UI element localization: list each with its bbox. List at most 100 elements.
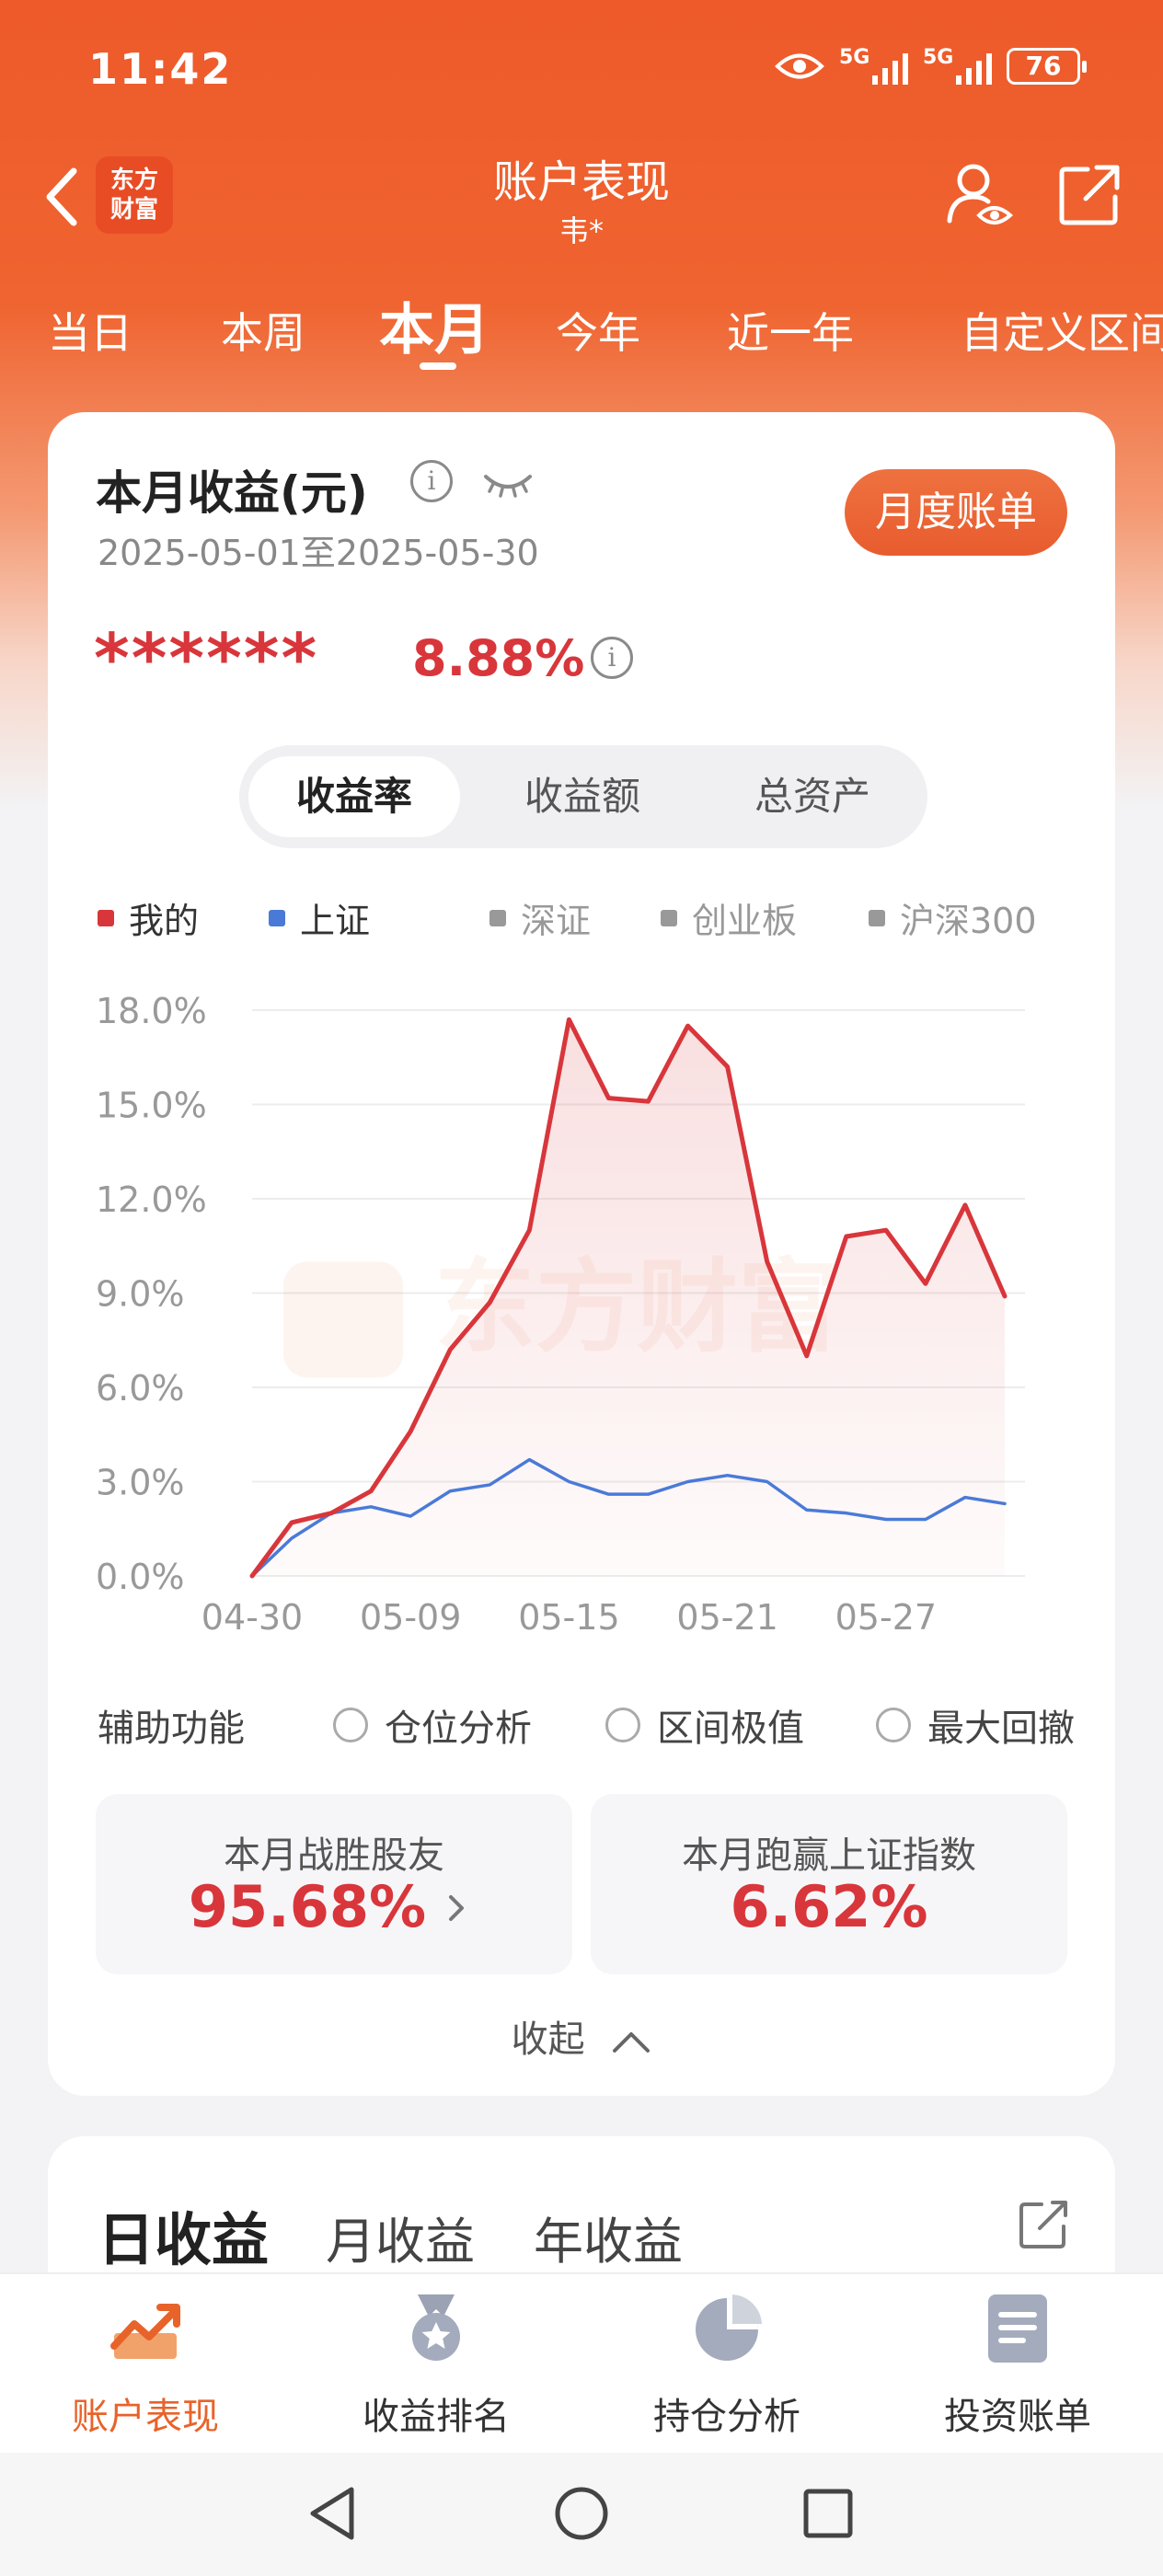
nav-investment-bill[interactable]: 投资账单 (872, 2274, 1163, 2455)
back-triangle-icon[interactable] (304, 2484, 363, 2543)
return-info-icon[interactable]: i (591, 637, 633, 679)
return-rate-chart[interactable]: 0.0%3.0%6.0%9.0%12.0%15.0%18.0%东方财富04-30… (48, 946, 1115, 1645)
pie-icon (696, 2294, 762, 2361)
chart-legend: 我的 上证 深证 创业板 沪深300 (98, 892, 1073, 944)
status-icons: 5G 5G 76 (775, 46, 1087, 85)
page-title: 账户表现 (492, 156, 670, 208)
nav-profit-ranking[interactable]: 收益排名 (291, 2274, 582, 2455)
hidden-profit-amount: ****** (94, 619, 319, 698)
chevron-right-icon (449, 1895, 464, 1921)
medal-icon (412, 2294, 460, 2361)
radio-max-drawdown[interactable]: 最大回撤 (876, 1698, 1075, 1752)
nav-holdings-analysis[interactable]: 持仓分析 (582, 2274, 872, 2455)
nav-label: 持仓分析 (653, 2396, 800, 2438)
legend-swatch (869, 909, 885, 926)
tab-yearly-income[interactable]: 年收益 (534, 2213, 683, 2271)
metric-segmented-control: 收益率 收益额 总资产 (239, 745, 927, 848)
legend-swatch (269, 909, 285, 926)
period-tabs: 当日 本周 本月 今年 近一年 自定义区间 (0, 276, 1163, 377)
home-circle-icon[interactable] (552, 2484, 611, 2543)
radio-circle (876, 1708, 911, 1742)
system-nav-bar (0, 2453, 1163, 2576)
eye-closed-icon[interactable] (480, 466, 535, 502)
legend-shanghai[interactable]: 上证 (269, 892, 370, 943)
legend-shenzhen[interactable]: 深证 (489, 892, 591, 943)
collapse-toggle[interactable]: 收起 (48, 2009, 1115, 2063)
radio-circle (605, 1708, 640, 1742)
user-view-icon[interactable] (942, 158, 1016, 232)
x-tick-label: 04-30 (202, 1597, 303, 1638)
aux-label: 辅助功能 (98, 1708, 245, 1750)
segment-total-assets[interactable]: 总资产 (754, 774, 870, 819)
radio-range-extremes[interactable]: 区间极值 (605, 1698, 804, 1752)
legend-swatch (661, 909, 677, 926)
info-icon[interactable]: i (410, 460, 453, 502)
legend-chinext[interactable]: 创业板 (661, 892, 797, 943)
series-line-shanghai (250, 1457, 1007, 1578)
legend-csi300[interactable]: 沪深300 (869, 892, 1037, 943)
x-tick-label: 05-27 (835, 1597, 937, 1638)
status-time: 11:42 (88, 44, 233, 94)
legend-swatch (489, 909, 506, 926)
beat-index-stat: 本月跑赢上证指数 6.62% (591, 1794, 1067, 1974)
card-title: 本月收益(元) (96, 466, 368, 520)
segment-profit-amount[interactable]: 收益额 (524, 774, 640, 819)
y-tick-label: 9.0% (96, 1274, 185, 1315)
y-tick-label: 0.0% (96, 1557, 185, 1597)
nav-header: 东方 财富 账户表现 韦* (0, 138, 1163, 258)
chart-up-icon (110, 2304, 180, 2359)
watermark-logo (283, 1261, 403, 1378)
stat-title: 本月战胜股友 (224, 1834, 444, 1877)
back-arrow-icon[interactable] (37, 162, 92, 232)
share-icon[interactable] (1014, 2195, 1073, 2254)
chevron-up-icon (613, 2032, 651, 2053)
return-percentage: 8.88% (412, 629, 585, 687)
tab-daily-income[interactable]: 日收益 (98, 2206, 270, 2273)
app-logo: 东方 财富 (96, 156, 173, 234)
tab-last-year[interactable]: 近一年 (727, 308, 854, 358)
y-tick-label: 3.0% (96, 1463, 185, 1503)
x-tick-label: 05-09 (360, 1597, 461, 1638)
series-line-mine (249, 1017, 1008, 1579)
recents-square-icon[interactable] (799, 2484, 858, 2543)
tab-today[interactable]: 当日 (48, 308, 132, 358)
y-tick-label: 18.0% (96, 991, 207, 1031)
tab-custom-range[interactable]: 自定义区间 (961, 308, 1163, 358)
tab-month-indicator (420, 362, 456, 370)
series-area-mine (252, 1019, 1005, 1576)
beat-peers-stat[interactable]: 本月战胜股友 95.68% (96, 1794, 572, 1974)
stat-value: 6.62% (730, 1873, 928, 1940)
auxiliary-functions: 辅助功能 仓位分析 区间极值 最大回撤 (98, 1698, 1091, 1754)
radio-position-analysis[interactable]: 仓位分析 (333, 1698, 532, 1752)
monthly-performance-card: 本月收益(元) i 2025-05-01至2025-05-30 月度账单 ***… (48, 412, 1115, 2096)
share-icon[interactable] (1053, 158, 1126, 232)
signal-1-icon: 5G (839, 46, 908, 85)
legend-swatch (98, 909, 114, 926)
segment-return-rate[interactable]: 收益率 (248, 756, 460, 837)
y-tick-label: 6.0% (96, 1368, 185, 1409)
date-range: 2025-05-01至2025-05-30 (98, 533, 539, 573)
account-name: 韦* (558, 213, 604, 248)
status-bar: 11:42 5G 5G 76 (0, 0, 1163, 138)
y-tick-label: 12.0% (96, 1179, 207, 1220)
stat-title: 本月跑赢上证指数 (682, 1834, 976, 1877)
tab-month[interactable]: 本月 (379, 298, 489, 362)
tab-week[interactable]: 本周 (221, 308, 305, 358)
nav-label: 账户表现 (72, 2396, 219, 2438)
eye-icon (775, 53, 824, 79)
y-tick-label: 15.0% (96, 1086, 207, 1126)
nav-label: 投资账单 (944, 2396, 1091, 2438)
nav-account-performance[interactable]: 账户表现 (0, 2274, 291, 2455)
document-icon (988, 2294, 1047, 2363)
signal-2-icon: 5G (923, 46, 992, 85)
battery-icon: 76 (1007, 48, 1087, 85)
bottom-navigation: 账户表现 收益排名 持仓分析 投资账单 (0, 2272, 1163, 2453)
radio-circle (333, 1708, 368, 1742)
stat-value: 95.68% (188, 1873, 427, 1940)
nav-label: 收益排名 (363, 2396, 510, 2438)
legend-mine[interactable]: 我的 (98, 892, 199, 943)
tab-monthly-income[interactable]: 月收益 (326, 2213, 475, 2271)
tab-year[interactable]: 今年 (556, 308, 640, 358)
monthly-bill-button[interactable]: 月度账单 (845, 469, 1067, 556)
x-tick-label: 05-15 (518, 1597, 619, 1638)
